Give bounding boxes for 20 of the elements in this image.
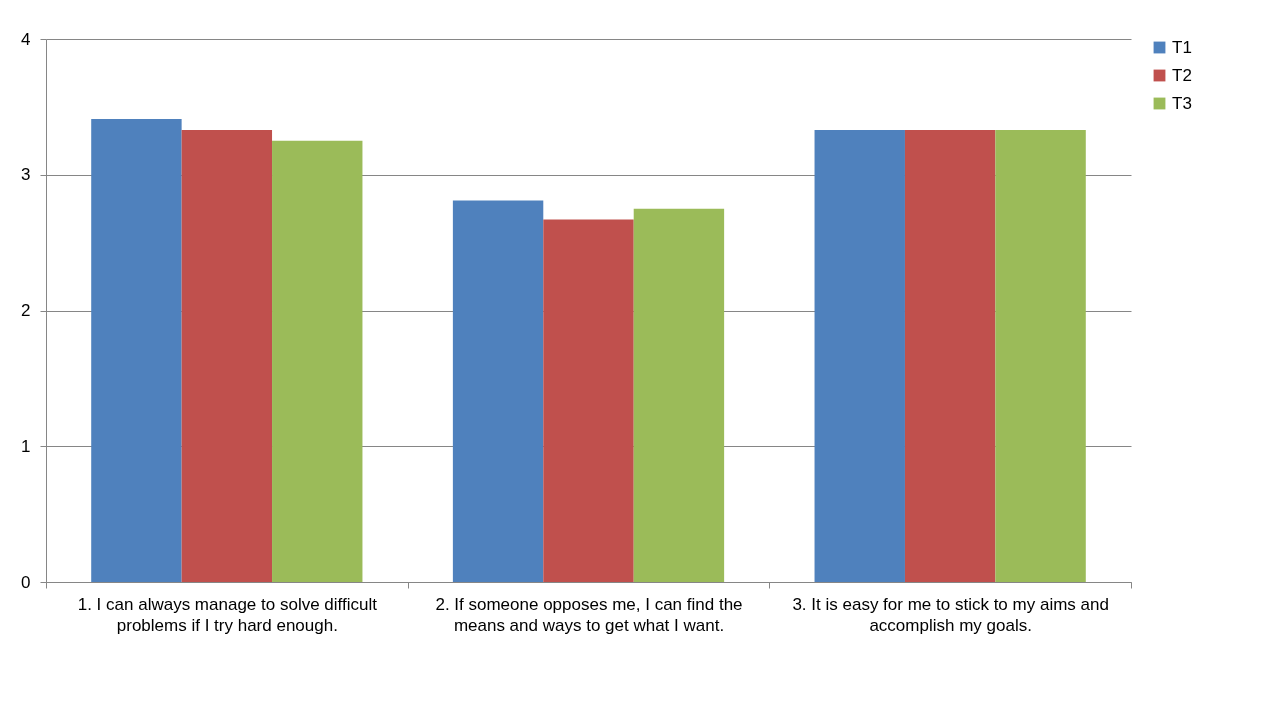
y-tick-label: 1 <box>21 436 31 456</box>
legend-label: T3 <box>1172 93 1192 113</box>
bar <box>904 129 996 582</box>
bar <box>91 119 182 582</box>
x-tick-label: 3. It is easy for me to stick to my aims and accomplish my goals. <box>792 594 1109 635</box>
bar <box>272 140 363 582</box>
x-tick-label: 2. If someone opposes me, I can find the means and ways to get what I want. <box>435 594 743 635</box>
bar <box>452 200 544 582</box>
y-tick-label: 0 <box>21 572 31 592</box>
bar <box>995 129 1086 582</box>
legend-label: T2 <box>1172 65 1192 85</box>
x-tick-label: 1. I can always manage to solve difficult problems if I try hard enough. <box>77 594 378 635</box>
y-tick-label: 3 <box>21 165 31 185</box>
bar <box>814 129 905 582</box>
legend-label: T1 <box>1172 37 1192 57</box>
bar <box>633 208 725 582</box>
bar <box>181 129 273 582</box>
y-tick-label: 2 <box>21 301 31 320</box>
y-tick-label: 4 <box>21 29 31 49</box>
bar <box>543 219 634 582</box>
